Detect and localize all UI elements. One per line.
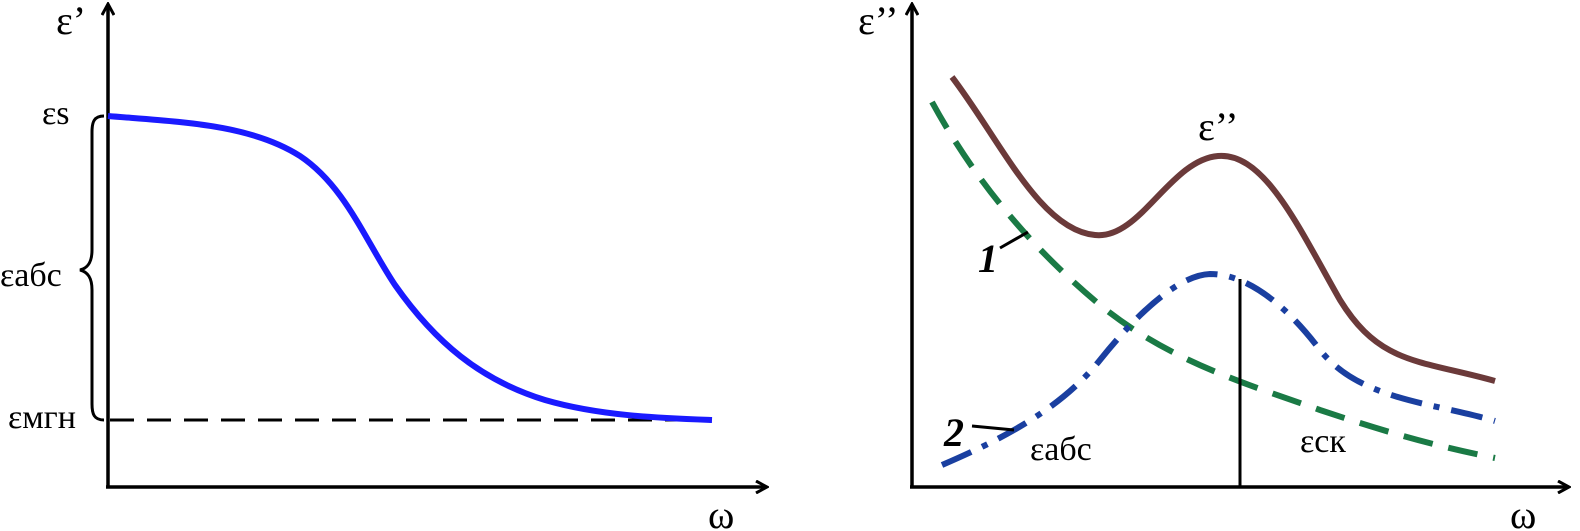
right-y-axis-label: ε’’ (858, 0, 898, 43)
curve-1 (929, 100, 1496, 461)
curve-2 (940, 270, 1496, 468)
epsilon-double-prime-curve (949, 75, 1496, 384)
left-x-axis-label: ω (708, 492, 734, 531)
right-x-axis-label: ω (1510, 492, 1536, 531)
label-2-leader (971, 424, 1015, 432)
left-plot: ε’ ω εs εабс εмгн (0, 0, 766, 531)
right-plot: ε’’ ω ε’’ 1 2 εабс εск (858, 0, 1568, 531)
label-epsilon-s: εs (42, 95, 70, 132)
epsilon-prime-curve (107, 113, 713, 423)
label-epsilon-abs-left: εабс (0, 257, 62, 294)
label-total-curve: ε’’ (1198, 104, 1238, 149)
left-y-axis-label: ε’ (56, 0, 86, 43)
label-epsilon-mgn: εмгн (8, 399, 76, 436)
label-epsilon-abs-right: εабс (1030, 431, 1092, 468)
label-1-leader (999, 230, 1029, 250)
brace (79, 114, 105, 422)
label-1: 1 (978, 236, 998, 281)
label-epsilon-sk: εск (1300, 423, 1346, 460)
label-2: 2 (943, 410, 964, 455)
